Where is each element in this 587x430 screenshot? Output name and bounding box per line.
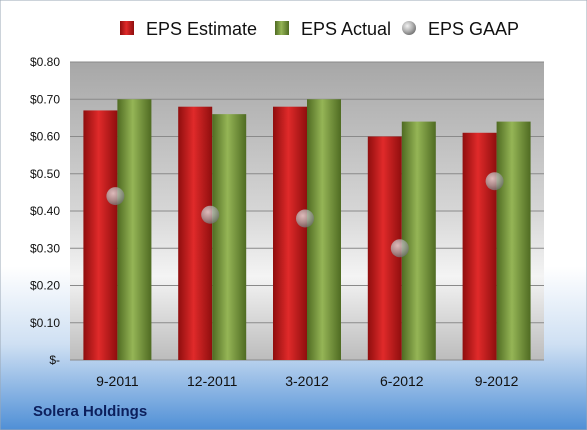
bar-eps-estimate (462, 132, 497, 360)
y-tick-label: $0.10 (30, 316, 60, 330)
bar-eps-actual (117, 99, 152, 360)
x-axis-labels: 9-2011 12-2011 3-2012 6-2012 9-2012 (96, 373, 518, 389)
point-eps-gaap (296, 209, 314, 228)
legend-eps-estimate-swatch (120, 21, 134, 35)
bar-eps-actual (307, 99, 341, 360)
point-eps-gaap (390, 239, 409, 258)
x-category-label: 12-2011 (187, 373, 238, 389)
y-tick-label: $0.40 (30, 204, 60, 218)
y-tick-label: $0.30 (30, 241, 60, 255)
legend-eps-gaap-swatch (402, 21, 416, 35)
company-name: Solera Holdings (33, 403, 147, 420)
y-tick-label: $0.70 (30, 92, 60, 106)
legend-eps-gaap-label: EPS GAAP (428, 19, 519, 39)
bar-eps-actual (496, 121, 531, 360)
bar-eps-estimate (273, 106, 307, 360)
legend: EPS Estimate EPS Actual EPS GAAP (120, 19, 519, 39)
bar-eps-actual (212, 114, 247, 361)
bars (83, 99, 531, 361)
legend-eps-actual-label: EPS Actual (301, 19, 391, 39)
x-category-label: 9-2011 (96, 373, 139, 389)
bar-eps-estimate (83, 110, 118, 360)
y-tick-label: $0.80 (30, 55, 60, 69)
bar-eps-estimate (178, 106, 213, 360)
y-axis-ticks: $- $0.10 $0.20 $0.30 $0.40 $0.50 $0.60 $0.70 $0.… (30, 55, 60, 367)
point-eps-gaap (485, 172, 504, 191)
point-eps-gaap (201, 205, 220, 224)
gaap-points (106, 172, 504, 258)
y-tick-label: $0.20 (30, 279, 60, 293)
legend-eps-estimate-label: EPS Estimate (146, 19, 257, 39)
x-category-label: 3-2012 (285, 373, 329, 389)
x-category-label: 9-2012 (475, 373, 519, 389)
legend-eps-actual-swatch (275, 21, 289, 35)
y-tick-label: $0.60 (30, 130, 60, 144)
y-tick-label: $- (49, 353, 60, 367)
y-tick-label: $0.50 (30, 167, 60, 181)
point-eps-gaap (106, 187, 125, 206)
bar-eps-actual (401, 121, 436, 360)
x-category-label: 6-2012 (380, 373, 424, 389)
